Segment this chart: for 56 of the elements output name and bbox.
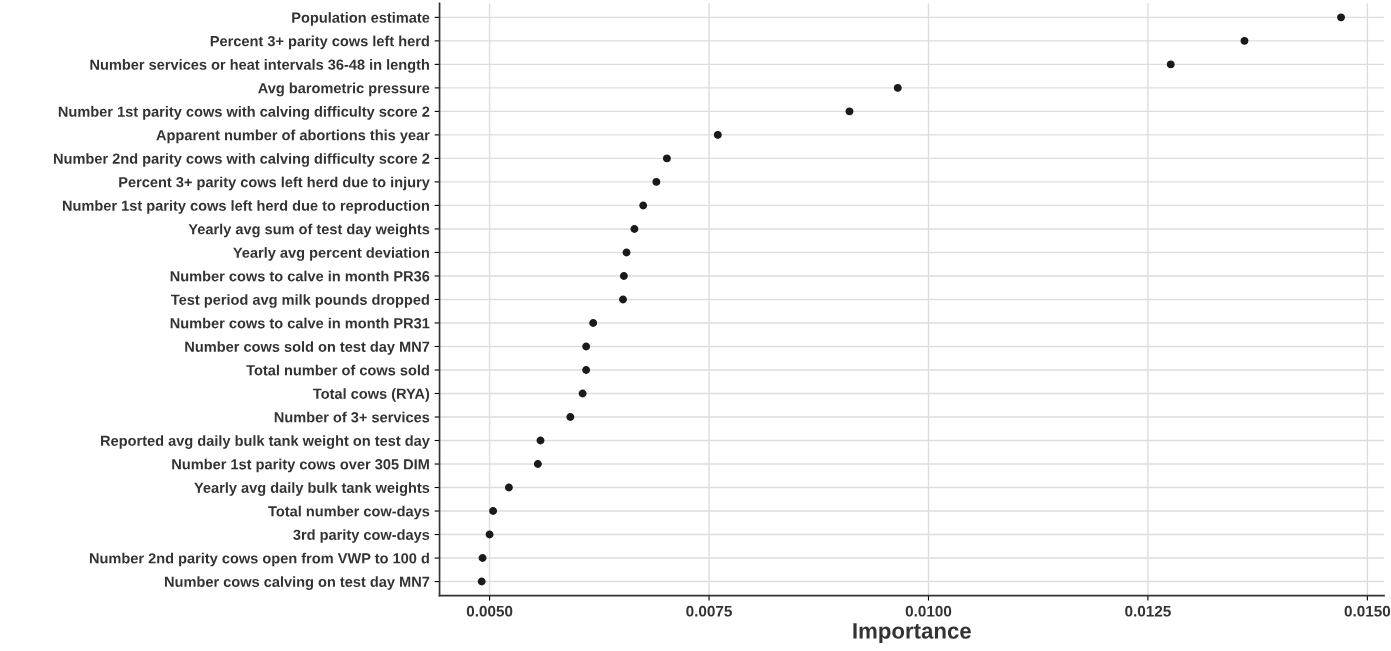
y-tick-label: Percent 3+ parity cows left herd [210, 35, 429, 50]
y-tick-label: Percent 3+ parity cows left herd due to injury [119, 176, 430, 191]
x-tick-label: 0.0150 [1344, 605, 1391, 617]
x-axis-title: Importance [853, 623, 971, 644]
point [619, 295, 627, 304]
x-tick-label: 0.0075 [686, 605, 732, 617]
point [652, 177, 661, 186]
y-tick-label: Population estimate [292, 12, 430, 26]
x-tick-label: 0.0100 [905, 605, 952, 617]
point [1337, 13, 1345, 22]
y-tick-label: Number cows to calve in month PR36 [170, 270, 430, 282]
y-tick-label: Number of 3+ services [274, 411, 430, 423]
x-tick-label: 0.0125 [1125, 605, 1171, 617]
y-tick-label: Total number of cows sold [246, 364, 429, 376]
y-tick-label: Number cows to calve in month PR31 [170, 317, 430, 329]
y-tick-label: Yearly avg percent deviation [233, 247, 429, 261]
y-tick-label: Number 1st parity cows with calving difficulty score 2 [58, 106, 430, 120]
y-tick-label: Number 1st parity cows left herd due to reproduction [62, 200, 429, 214]
y-tick-label: Test period avg milk pounds dropped [171, 294, 429, 308]
point [589, 319, 598, 327]
y-tick-label: Yearly avg daily bulk tank weights [194, 482, 430, 496]
y-tick-label: Yearly avg sum of test day weights [188, 223, 430, 238]
y-tick-label: Number services or heat intervals 36-48 in length [90, 59, 429, 73]
point [1166, 60, 1175, 69]
point [582, 366, 591, 374]
point [533, 460, 542, 468]
y-tick-label: Apparent number of abortions this year [156, 129, 430, 144]
point [622, 248, 631, 257]
y-tick-label: 3rd parity cow-days [293, 529, 430, 543]
y-tick-label: Number 2nd parity cows with calving difficulty score 2 [54, 153, 430, 167]
point [489, 507, 498, 515]
point [478, 554, 487, 563]
y-tick-label: Total cows (RYA) [313, 388, 430, 402]
point [845, 107, 854, 116]
point [630, 224, 639, 233]
y-tick-label: Avg barometric pressure [258, 82, 430, 97]
point [477, 577, 486, 586]
point [504, 483, 513, 492]
point [619, 271, 628, 280]
point [566, 413, 575, 421]
y-tick-label: Number 1st parity cows over 305 DIM [172, 458, 429, 473]
point [536, 436, 545, 445]
point [713, 130, 722, 139]
point [893, 83, 902, 92]
y-tick-label: Total number cow-days [268, 505, 430, 520]
point [578, 389, 587, 398]
y-tick-label: Number cows calving on test day MN7 [165, 576, 430, 590]
y-tick-label: Number cows sold on test day MN7 [185, 341, 430, 355]
point [1240, 36, 1249, 45]
point [662, 154, 671, 163]
y-tick-label: Reported avg daily bulk tank weight on test day [101, 435, 430, 449]
point [639, 201, 648, 210]
x-tick-label: 0.0050 [466, 605, 513, 617]
y-tick-label: Number 2nd parity cows open from VWP to 100 d [89, 552, 429, 567]
point [485, 530, 494, 539]
point [582, 342, 591, 351]
